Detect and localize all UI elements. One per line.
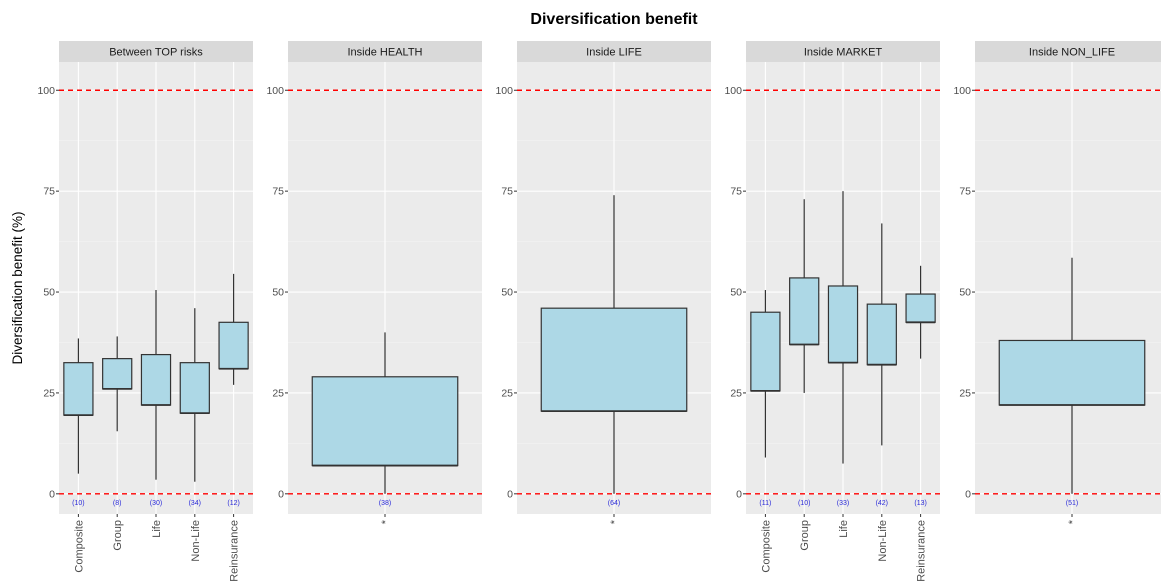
facet-strip (975, 41, 1161, 62)
facet-strip-label: Inside NON_LIFE (1029, 47, 1115, 59)
count-label: (34) (189, 500, 201, 507)
box (789, 277, 820, 346)
y-tick-label: 25 (501, 387, 513, 399)
x-tick-label: Composite (73, 520, 85, 573)
count-label: (12) (227, 500, 239, 507)
count-label: (38) (379, 500, 391, 507)
box (102, 358, 133, 390)
y-tick-label: 50 (501, 287, 513, 299)
y-tick-label: 100 (266, 85, 284, 97)
box (905, 293, 936, 323)
y-tick-label: 50 (959, 287, 971, 299)
facet-panels: Between TOP risks 0 25 50 75 100 (10) (8) (30) (3… (37, 41, 1161, 582)
y-tick-label: 75 (730, 186, 742, 198)
x-tick-label: Non-Life (190, 520, 202, 562)
y-tick-label: 75 (43, 186, 55, 198)
count-label: (64) (608, 500, 620, 507)
box (218, 321, 249, 370)
count-label: (33) (837, 500, 849, 507)
count-label: (8) (113, 500, 122, 507)
facet-panel: Inside NON_LIFE 0 25 50 75 100 (51) * (953, 41, 1161, 524)
y-tick-label: 0 (736, 488, 742, 500)
x-tick-label: Group (112, 520, 124, 551)
y-tick-label: 50 (43, 287, 55, 299)
facet-strip (59, 41, 253, 62)
y-axis-label: Diversification benefit (%) (10, 211, 25, 364)
y-tick-label: 50 (272, 287, 284, 299)
y-tick-label: 25 (730, 387, 742, 399)
y-tick-label: 0 (49, 488, 55, 500)
count-label: (10) (72, 500, 84, 507)
facet-strip-label: Inside MARKET (804, 47, 883, 59)
y-tick-label: 75 (959, 186, 971, 198)
box (750, 311, 781, 392)
x-tick-label: Reinsurance (229, 520, 241, 582)
box (63, 362, 94, 416)
y-tick-label: 25 (272, 387, 284, 399)
facet-strip-label: Between TOP risks (109, 47, 203, 59)
box (827, 285, 859, 364)
x-tick-label: Composite (760, 520, 772, 573)
y-tick-label: 50 (730, 287, 742, 299)
facet-strip-label: Inside HEALTH (348, 47, 423, 59)
x-tick-label: * (380, 519, 392, 524)
box (998, 339, 1146, 406)
count-label: (13) (914, 500, 926, 507)
box (311, 376, 459, 467)
y-tick-label: 0 (278, 488, 284, 500)
x-tick-label: * (1067, 519, 1079, 524)
count-label: (30) (150, 500, 162, 507)
x-tick-label: Reinsurance (916, 520, 928, 582)
facet-strip (288, 41, 482, 62)
y-tick-label: 0 (965, 488, 971, 500)
y-tick-label: 75 (272, 186, 284, 198)
panel-background (975, 62, 1161, 514)
chart-title: Diversification benefit (530, 11, 698, 28)
x-tick-label: Life (151, 520, 163, 538)
box (140, 353, 172, 406)
x-tick-label: * (609, 519, 621, 524)
facet-strip-label: Inside LIFE (586, 47, 642, 59)
y-tick-label: 100 (953, 85, 971, 97)
count-label: (10) (798, 500, 810, 507)
y-tick-label: 100 (495, 85, 513, 97)
count-label: (51) (1066, 500, 1078, 507)
facet-panel: Inside MARKET 0 25 50 75 100 (11) (10) (33) (42) (… (724, 41, 940, 582)
x-tick-label: Non-Life (877, 520, 889, 562)
box (540, 307, 688, 412)
facet-panel: Between TOP risks 0 25 50 75 100 (10) (8) (30) (3… (37, 41, 253, 582)
x-tick-label: Group (799, 520, 811, 551)
y-tick-label: 25 (959, 387, 971, 399)
facet-strip (517, 41, 711, 62)
box (866, 303, 897, 366)
box (179, 362, 210, 414)
count-label: (11) (759, 500, 771, 507)
y-tick-label: 25 (43, 387, 55, 399)
y-tick-label: 100 (724, 85, 742, 97)
facet-panel: Inside HEALTH 0 25 50 75 100 (38) * (266, 41, 482, 524)
facet-panel: Inside LIFE 0 25 50 75 100 (64) * (495, 41, 711, 524)
count-label: (42) (876, 500, 888, 507)
x-tick-label: Life (838, 520, 850, 538)
y-tick-label: 100 (37, 85, 55, 97)
y-tick-label: 75 (501, 186, 513, 198)
y-tick-label: 0 (507, 488, 513, 500)
facet-strip (746, 41, 940, 62)
